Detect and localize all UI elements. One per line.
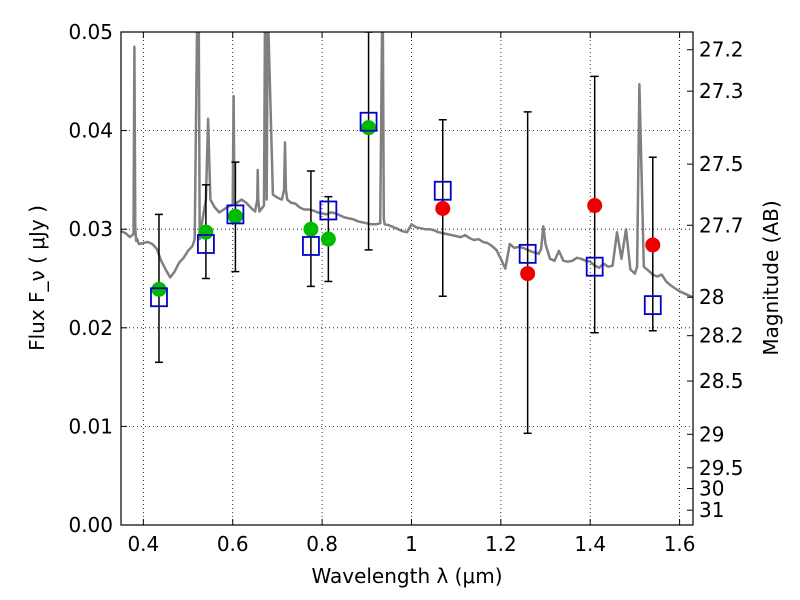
x-tick-label: 1.4 — [574, 532, 606, 556]
model-spectrum-line — [121, 32, 693, 299]
observed-flux-point — [320, 231, 336, 247]
observed-flux-point — [151, 281, 167, 297]
y2-axis-title: Magnitude (AB) — [759, 200, 783, 355]
y-tick-label: 0.03 — [68, 217, 113, 241]
y2-tick-label: 29.5 — [699, 456, 744, 480]
y-tick-label: 0.01 — [68, 414, 113, 438]
model-photometry-square — [150, 287, 168, 308]
model-photometry-square — [226, 204, 245, 225]
observed-flux-point — [435, 200, 451, 216]
y-tick-label: 0.02 — [68, 316, 113, 340]
observed-flux-point — [361, 120, 377, 136]
observed-flux-point — [198, 224, 214, 240]
model-photometry-square — [359, 111, 378, 132]
x-tick-label: 1.6 — [664, 532, 696, 556]
observed-flux-point — [227, 208, 243, 224]
plot-frame — [120, 31, 694, 526]
observed-flux-point — [520, 266, 536, 282]
x-tick-label: 0.8 — [306, 532, 338, 556]
observed-flux-point — [303, 221, 319, 237]
x-tick-label: 1 — [405, 532, 418, 556]
y2-tick-label: 30 — [699, 477, 724, 501]
y2-tick-label: 27.5 — [699, 152, 744, 176]
model-photometry-square — [319, 200, 338, 221]
plot-area — [121, 32, 693, 525]
model-photometry-square — [585, 256, 604, 277]
y2-tick-label: 27.3 — [699, 79, 744, 103]
y-tick-label: 0.00 — [68, 513, 113, 537]
observed-flux-point — [645, 237, 661, 253]
y2-tick-label: 28.2 — [699, 324, 744, 348]
model-photometry-square — [433, 180, 452, 201]
model-photometry-square — [197, 234, 215, 254]
y-tick-label: 0.04 — [68, 119, 113, 143]
y2-tick-label: 28.5 — [699, 369, 744, 393]
y2-tick-label: 27.7 — [699, 213, 744, 237]
x-tick-label: 0.6 — [217, 532, 249, 556]
y2-tick-label: 28 — [699, 285, 724, 309]
model-photometry-square — [518, 243, 537, 264]
x-tick-label: 0.4 — [127, 532, 159, 556]
y-tick-label: 0.05 — [68, 20, 113, 44]
x-axis-title: Wavelength λ (μm) — [311, 564, 502, 588]
y2-tick-label: 29 — [699, 422, 724, 446]
y2-tick-label: 31 — [699, 498, 724, 522]
markers — [150, 111, 662, 316]
y-axis-title: Flux F_ν ( μJy ) — [25, 205, 49, 351]
model-photometry-square — [302, 236, 320, 256]
x-tick-label: 1.2 — [485, 532, 517, 556]
axis-ticks: 0.4 0.6 0.8 1 1.2 1.4 1.6 0.00 0.01 0.02 0.03 0.04 0… — [68, 20, 743, 556]
observed-flux-point — [587, 198, 603, 214]
y2-tick-label: 27.2 — [699, 38, 744, 62]
model-spectrum-layer — [121, 32, 693, 299]
model-photometry-square — [643, 295, 662, 316]
